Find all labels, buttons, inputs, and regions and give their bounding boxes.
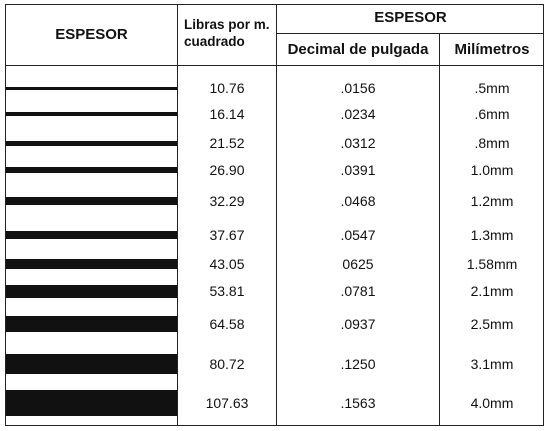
divider-col1 xyxy=(177,4,178,426)
thickness-bar xyxy=(6,231,177,239)
thickness-bar xyxy=(6,167,177,173)
cell-pounds: 80.72 xyxy=(209,356,245,372)
cell-mm: 1.0mm xyxy=(470,162,514,178)
cell-pounds: 26.90 xyxy=(209,162,245,178)
cell-decimal: .0937 xyxy=(340,316,376,332)
cell-decimal: .0156 xyxy=(340,80,376,96)
cell-pounds: 64.58 xyxy=(209,316,245,332)
thickness-bar xyxy=(6,259,177,269)
cell-decimal: .0781 xyxy=(340,283,376,299)
cell-decimal: .0234 xyxy=(340,106,376,122)
cell-mm: .5mm xyxy=(474,80,510,96)
cell-pounds: 53.81 xyxy=(209,283,245,299)
cell-mm: .8mm xyxy=(474,135,510,151)
header-thickness: ESPESOR xyxy=(55,26,128,43)
thickness-bar xyxy=(6,354,177,374)
cell-decimal: .1250 xyxy=(340,356,376,372)
thickness-bar xyxy=(6,197,177,205)
cell-pounds: 32.29 xyxy=(209,193,245,209)
header-pounds-line1: Libras por m. xyxy=(184,17,270,32)
cell-mm: 3.1mm xyxy=(470,356,514,372)
cell-decimal: .0391 xyxy=(340,162,376,178)
cell-mm: 2.1mm xyxy=(470,283,514,299)
cell-mm: 1.3mm xyxy=(470,227,514,243)
cell-mm: .6mm xyxy=(474,106,510,122)
thickness-bar xyxy=(6,112,177,116)
cell-pounds: 16.14 xyxy=(209,106,245,122)
header-decimal: Decimal de pulgada xyxy=(287,41,429,58)
thickness-bar xyxy=(6,316,177,332)
header-mm: Milímetros xyxy=(454,41,530,58)
cell-pounds: 43.05 xyxy=(209,256,245,272)
thickness-table xyxy=(5,4,544,426)
thickness-bar xyxy=(6,140,177,146)
cell-decimal: 0625 xyxy=(342,256,374,272)
cell-pounds: 107.63 xyxy=(205,395,249,411)
thickness-bar xyxy=(6,86,177,90)
cell-pounds: 37.67 xyxy=(209,227,245,243)
header-pounds: Libras por m. cuadrado xyxy=(184,16,270,50)
cell-decimal: .0468 xyxy=(340,193,376,209)
divider-col3 xyxy=(439,33,440,426)
cell-decimal: .0547 xyxy=(340,227,376,243)
cell-mm: 1.58mm xyxy=(466,256,518,272)
divider-group-header xyxy=(276,33,544,34)
header-pounds-line2: cuadrado xyxy=(184,34,245,49)
cell-mm: 2.5mm xyxy=(470,316,514,332)
cell-decimal: .1563 xyxy=(340,395,376,411)
header-thickness-group: ESPESOR xyxy=(374,9,447,26)
cell-pounds: 10.76 xyxy=(209,80,245,96)
thickness-bar xyxy=(6,284,177,298)
cell-mm: 1.2mm xyxy=(470,193,514,209)
divider-col2 xyxy=(276,4,277,426)
cell-pounds: 21.52 xyxy=(209,135,245,151)
cell-mm: 4.0mm xyxy=(470,395,514,411)
cell-decimal: .0312 xyxy=(340,135,376,151)
divider-header-bottom xyxy=(5,65,544,66)
thickness-bar xyxy=(6,390,177,416)
